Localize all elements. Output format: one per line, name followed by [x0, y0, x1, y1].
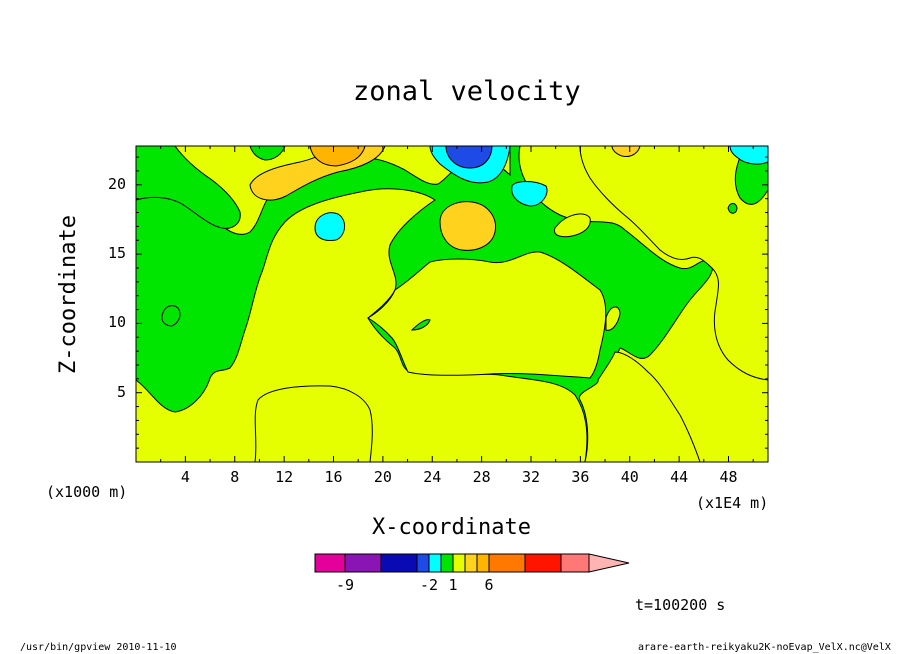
colorbar-segment	[464, 553, 478, 573]
colorbar-segment	[344, 553, 382, 573]
region-yellow-right-top	[579, 146, 768, 381]
x-tick-label: 16	[324, 468, 343, 486]
colorbar	[314, 553, 630, 573]
colorbar-segment	[428, 553, 442, 573]
region-yellow-center	[367, 251, 607, 379]
region-gold-top-right	[611, 146, 641, 157]
time-label: t=100200 s	[635, 596, 726, 614]
x-tick-label: 44	[670, 468, 689, 486]
colorbar-tick-label: -2	[420, 576, 439, 594]
colorbar-segment	[416, 553, 430, 573]
region-yellow-lower	[254, 385, 373, 462]
region-green-small-left	[161, 305, 181, 327]
region-cyan-right	[511, 181, 548, 207]
colorbar-segment	[524, 553, 562, 573]
contour-plot	[136, 146, 768, 462]
x-tick-label: 4	[180, 468, 190, 486]
colorbar-segment	[314, 553, 346, 573]
x-unit-right: (x1E4 m)	[696, 494, 769, 512]
colorbar-segment	[476, 553, 490, 573]
region-cyan-left	[314, 212, 345, 241]
colorbar-tick-label: 1	[448, 576, 458, 594]
y-axis-title: Z-coordinate	[56, 215, 81, 374]
region-green-sliver	[410, 319, 431, 331]
colorbar-tick-label: 6	[484, 576, 494, 594]
chart-title: zonal velocity	[353, 76, 581, 107]
region-orange-top-left	[309, 146, 366, 167]
colorbar-tick-label: -9	[336, 576, 355, 594]
region-cyan-top-right	[729, 146, 768, 165]
region-green-right-dot	[727, 203, 738, 214]
region-yellow-right-dot	[605, 306, 621, 331]
x-tick-label: 36	[571, 468, 590, 486]
colorbar-segment	[560, 553, 590, 573]
y-axis-ticks	[136, 156, 768, 449]
x-tick-label: 20	[373, 468, 392, 486]
x-tick-label: 40	[620, 468, 639, 486]
colorbar-segment	[488, 553, 526, 573]
plot-frame	[135, 145, 769, 463]
region-green-topleft-blob	[136, 146, 241, 229]
y-tick-label: 5	[117, 382, 127, 401]
x-tick-label: 24	[423, 468, 442, 486]
footer-right: arare-earth-reikyaku2K-noEvap_VelX.nc@Ve…	[638, 642, 891, 653]
x-tick-label: 8	[230, 468, 240, 486]
region-blue-top	[445, 146, 493, 169]
colorbar-segment	[452, 553, 466, 573]
y-tick-label: 20	[108, 174, 127, 193]
y-tick-label: 10	[108, 313, 127, 332]
x-axis-title: X-coordinate	[372, 515, 531, 540]
y-tick-label: 15	[108, 244, 127, 263]
x-tick-label: 12	[275, 468, 294, 486]
x-tick-label: 48	[719, 468, 738, 486]
footer-left: /usr/bin/gpview 2010-11-10	[20, 642, 177, 653]
colorbar-segment	[440, 553, 454, 573]
x-tick-label: 32	[522, 468, 541, 486]
x-unit-left: (x1000 m)	[46, 483, 128, 501]
region-green-top-small	[249, 146, 286, 161]
colorbar-segment	[380, 553, 418, 573]
region-yellow-right-lower	[578, 351, 701, 462]
region-yellow-right-blob	[553, 213, 591, 238]
x-tick-label: 28	[472, 468, 491, 486]
region-gold-center	[439, 201, 497, 251]
colorbar-extension-arrow	[588, 553, 630, 573]
x-axis-ticks	[160, 146, 754, 462]
